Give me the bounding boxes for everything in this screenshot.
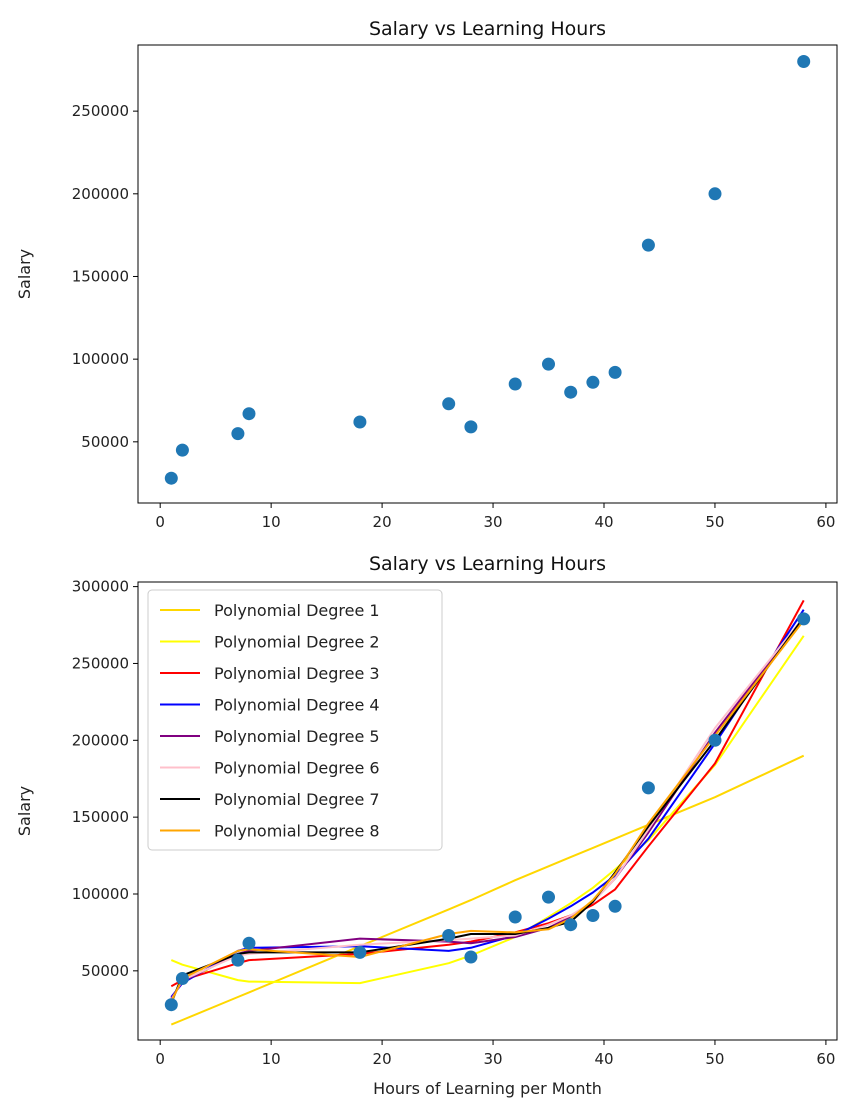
data-point xyxy=(442,929,456,942)
legend-entry: Polynomial Degree 1 xyxy=(214,601,380,620)
x-tick-label: 40 xyxy=(594,513,613,531)
data-point xyxy=(708,733,722,747)
data-point xyxy=(464,420,478,434)
data-point xyxy=(164,471,178,485)
chart-title: Salary vs Learning Hours xyxy=(369,18,606,40)
plot-area xyxy=(164,55,811,485)
x-tick-label: 20 xyxy=(373,1050,392,1068)
data-point xyxy=(242,936,256,950)
y-axis-label: Salary xyxy=(15,249,34,299)
data-point xyxy=(231,953,245,967)
x-tick-label: 50 xyxy=(705,513,724,531)
plot-area xyxy=(164,599,811,1026)
y-tick-label: 200000 xyxy=(72,185,129,203)
axes-frame xyxy=(137,44,838,504)
legend-entry: Polynomial Degree 6 xyxy=(214,759,380,778)
x-tick-label: 60 xyxy=(816,1050,835,1068)
legend-entry: Polynomial Degree 7 xyxy=(214,790,380,809)
x-axis-label: Hours of Learning per Month xyxy=(373,1079,602,1098)
data-point xyxy=(586,375,600,389)
legend: Polynomial Degree 1 Polynomial Degree 2 Po… xyxy=(147,589,443,851)
data-point xyxy=(353,945,367,959)
data-point xyxy=(464,950,478,964)
series-line-degree-1 xyxy=(170,754,805,1026)
data-point xyxy=(641,238,655,252)
data-point xyxy=(797,55,811,68)
data-point xyxy=(175,972,189,985)
legend-box xyxy=(147,589,443,851)
y-tick-label: 200000 xyxy=(72,731,129,749)
data-point xyxy=(641,781,655,795)
y-tick-label: 250000 xyxy=(72,654,129,672)
x-tick-label: 30 xyxy=(484,1050,503,1068)
data-point xyxy=(542,890,555,904)
data-point xyxy=(242,407,256,421)
y-tick-label: 100000 xyxy=(72,885,129,903)
data-point xyxy=(164,998,178,1012)
y-tick-label: 100000 xyxy=(72,350,129,368)
x-tick-label: 30 xyxy=(484,513,503,531)
data-point xyxy=(797,612,811,626)
data-point xyxy=(708,187,722,201)
y-tick-label: 50000 xyxy=(81,962,129,980)
legend-entry: Polynomial Degree 3 xyxy=(214,664,380,683)
x-tick-label: 0 xyxy=(155,1050,165,1068)
data-point xyxy=(231,427,245,441)
x-tick-label: 0 xyxy=(155,513,165,531)
data-point xyxy=(508,910,522,924)
series-line-degree-8 xyxy=(170,619,805,1003)
chart-panel-1: Salary vs Learning Hours Salary 0 10 20 30 40 5… xyxy=(15,18,838,531)
data-point xyxy=(564,918,578,932)
y-tick-label: 50000 xyxy=(81,433,129,451)
x-tick-label: 20 xyxy=(373,513,392,531)
chart-panel-2: Salary vs Learning Hours Salary Hours of L… xyxy=(15,553,838,1098)
data-point xyxy=(175,443,189,457)
data-point xyxy=(564,385,578,399)
data-point xyxy=(608,899,622,913)
x-tick-label: 60 xyxy=(816,513,835,531)
legend-entry: Polynomial Degree 8 xyxy=(214,822,380,841)
legend-entry: Polynomial Degree 2 xyxy=(214,633,380,652)
data-point xyxy=(608,365,622,379)
y-tick-label: 150000 xyxy=(72,808,129,826)
axes-frame xyxy=(137,581,838,1041)
data-point xyxy=(442,397,456,411)
x-tick-label: 10 xyxy=(262,1050,281,1068)
x-tick-label: 50 xyxy=(705,1050,724,1068)
y-tick-label: 250000 xyxy=(72,102,129,120)
data-point xyxy=(353,415,367,429)
legend-entry: Polynomial Degree 4 xyxy=(214,696,380,715)
y-axis-label: Salary xyxy=(15,786,34,836)
data-point xyxy=(586,909,600,922)
legend-entry: Polynomial Degree 5 xyxy=(214,727,380,746)
data-point xyxy=(508,377,522,391)
data-point xyxy=(542,357,555,371)
y-tick-label: 150000 xyxy=(72,267,129,285)
x-tick-label: 10 xyxy=(262,513,281,531)
chart-title: Salary vs Learning Hours xyxy=(369,553,606,575)
y-tick-label: 300000 xyxy=(72,578,129,596)
x-tick-label: 40 xyxy=(594,1050,613,1068)
